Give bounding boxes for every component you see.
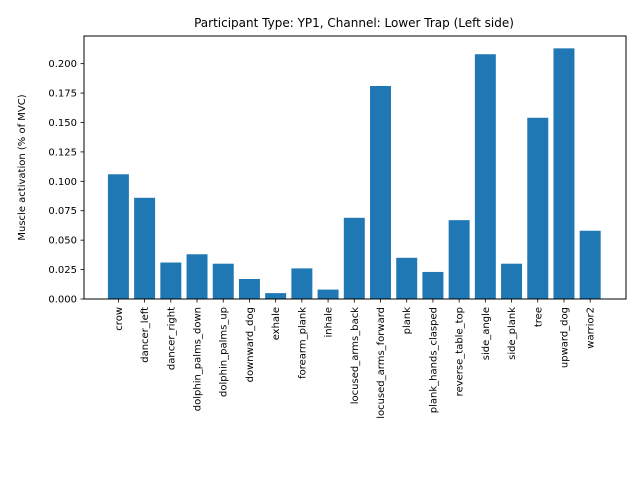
bar-crow — [107, 174, 129, 299]
bars-group — [107, 48, 601, 299]
y-tick-label: 0.175 — [48, 89, 77, 100]
y-tick-label: 0.025 — [48, 265, 77, 276]
x-tick-label-locused_arms_forward: locused_arms_forward — [376, 307, 387, 419]
bar-side_angle — [474, 54, 496, 299]
y-axis-ticks: 0.000 0.025 0.050 0.075 0.100 0.125 0.150 0.175… — [48, 59, 84, 306]
x-tick-label-plank: plank — [402, 307, 413, 335]
bar-reverse_table_top — [448, 220, 470, 299]
bar-side_plank — [501, 263, 523, 299]
bar-dancer_left — [134, 197, 156, 299]
x-tick-label-side_plank: side_plank — [507, 307, 518, 360]
x-tick-label-crow: crow — [114, 307, 125, 331]
x-axis-ticks: crow dancer_left dancer_right dolphin_palms… — [114, 299, 597, 419]
bar-locused_arms_forward — [370, 86, 391, 299]
x-tick-label-dolphin_palms_down: dolphin_palms_down — [193, 307, 204, 411]
bar-warrior2 — [579, 230, 601, 299]
x-tick-label-tree: tree — [533, 307, 544, 327]
x-tick-label-dancer_left: dancer_left — [140, 307, 151, 363]
y-axis-label: Muscle activation (% of MVC) — [17, 94, 28, 240]
x-tick-label-downward_dog: downward_dog — [245, 307, 256, 382]
x-tick-label-upward_dog: upward_dog — [559, 307, 570, 368]
x-tick-label-inhale: inhale — [324, 307, 335, 338]
y-tick-label: 0.050 — [48, 236, 77, 247]
bar-downward_dog — [238, 279, 260, 299]
bar-plank_hands_clasped — [422, 271, 444, 299]
bar-dolphin_palms_down — [186, 254, 208, 299]
x-tick-label-warrior2: warrior2 — [586, 307, 597, 349]
y-tick-label: 0.200 — [48, 59, 77, 70]
x-tick-label-forearm_plank: forearm_plank — [297, 307, 308, 379]
bar-dancer_right — [160, 262, 182, 299]
bar-forearm_plank — [291, 268, 313, 299]
bar-exhale — [265, 293, 287, 299]
bar-inhale — [317, 289, 339, 299]
x-tick-label-exhale: exhale — [271, 307, 282, 340]
x-tick-label-side_angle: side_angle — [481, 307, 492, 360]
y-tick-label: 0.125 — [48, 147, 77, 158]
x-tick-label-dancer_right: dancer_right — [166, 307, 177, 370]
y-tick-label: 0.075 — [48, 206, 77, 217]
plot-frame — [83, 35, 627, 300]
y-tick-label: 0.000 — [48, 295, 77, 306]
x-tick-label-locused_arms_back: locused_arms_back — [350, 307, 361, 404]
x-tick-label-dolphin_palms_up: dolphin_palms_up — [219, 307, 230, 397]
bar-upward_dog — [553, 48, 575, 299]
bar-locused_arms_back — [343, 217, 365, 299]
bar-dolphin_palms_up — [212, 263, 234, 299]
chart-title: Participant Type: YP1, Channel: Lower Tr… — [194, 16, 514, 30]
bar-tree — [527, 117, 549, 299]
x-tick-label-plank_hands_clasped: plank_hands_clasped — [428, 307, 439, 413]
x-tick-label-reverse_table_top: reverse_table_top — [455, 307, 466, 396]
y-tick-label: 0.150 — [48, 118, 77, 129]
bar-plank — [396, 257, 418, 299]
y-tick-label: 0.100 — [48, 177, 77, 188]
